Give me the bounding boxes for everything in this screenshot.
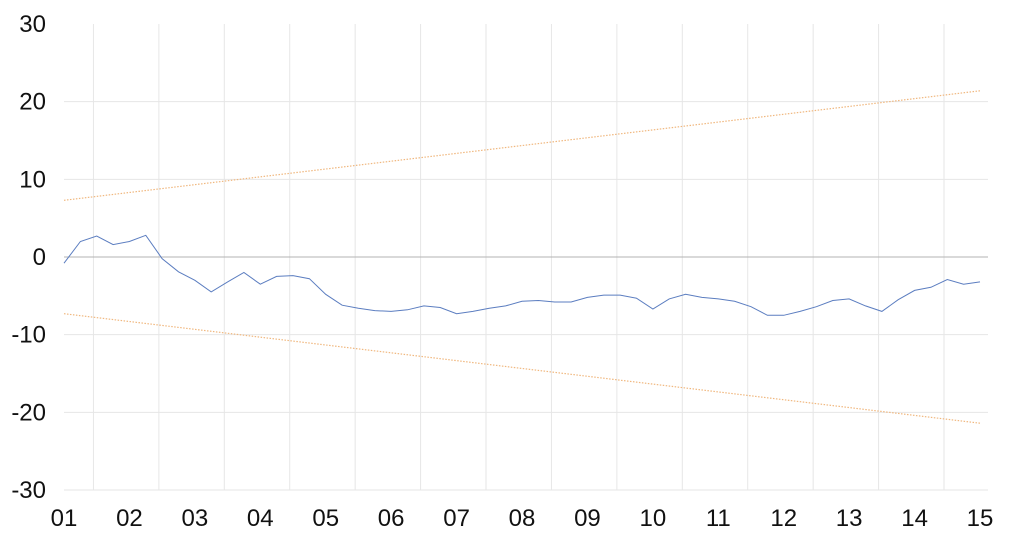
x-tick-label: 05: [312, 505, 339, 532]
x-tick-label: 03: [182, 505, 209, 532]
series-layer: [63, 90, 981, 424]
y-axis-labels: 30 20 10 0 -10 -20 -30: [11, 11, 46, 504]
y-tick-label: 0: [33, 244, 46, 271]
y-tick-label: -20: [11, 399, 46, 426]
y-tick-label: 20: [19, 89, 46, 116]
x-tick-label: 06: [378, 505, 405, 532]
x-tick-label: 09: [574, 505, 601, 532]
y-tick-label: 10: [19, 166, 46, 193]
x-tick-label: 12: [770, 505, 797, 532]
x-tick-label: 02: [116, 505, 143, 532]
x-tick-label: 10: [640, 505, 667, 532]
x-tick-label: 14: [901, 505, 928, 532]
x-tick-label: 01: [51, 505, 78, 532]
x-tick-label: 13: [836, 505, 863, 532]
grid: [64, 24, 988, 491]
x-tick-label: 07: [443, 505, 470, 532]
y-tick-label: -30: [11, 477, 46, 504]
x-axis-labels: 01 02 03 04 05 06 07 08 09 10 11 12 13 14 15: [51, 505, 994, 532]
y-tick-label: -10: [11, 322, 46, 349]
x-tick-label: 15: [967, 505, 994, 532]
x-tick-label: 04: [247, 505, 274, 532]
x-tick-label: 11: [706, 505, 731, 532]
x-tick-label: 08: [509, 505, 536, 532]
main-series-line: [63, 234, 981, 316]
bound-line-1: [63, 90, 981, 201]
bound-line-2: [63, 313, 981, 424]
y-tick-label: 30: [19, 11, 46, 38]
